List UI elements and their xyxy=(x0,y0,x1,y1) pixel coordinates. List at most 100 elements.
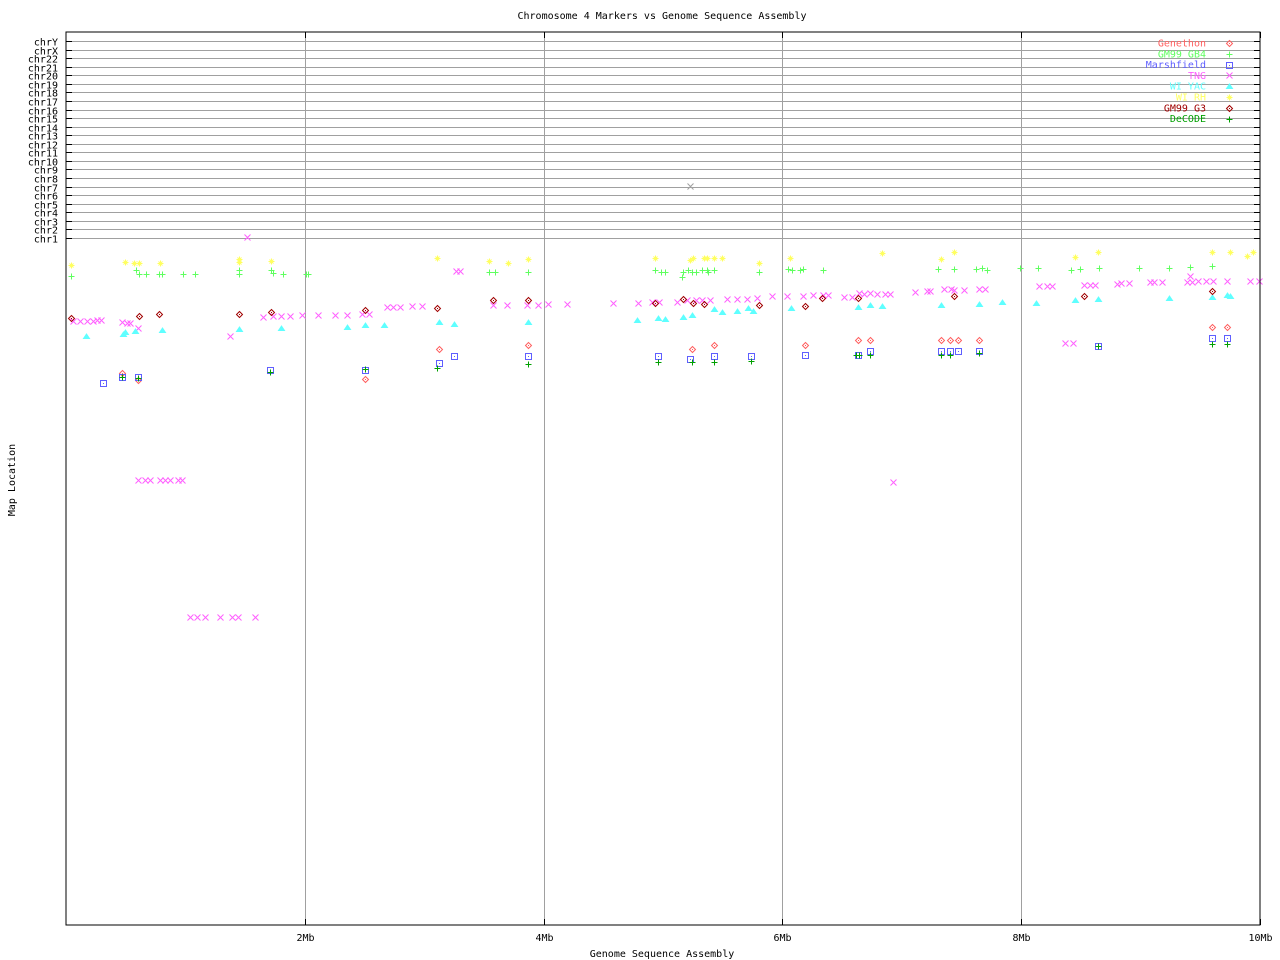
legend-label: TNG xyxy=(1188,71,1206,82)
data-point xyxy=(135,312,144,321)
data-point xyxy=(710,306,719,312)
data-point xyxy=(1072,254,1079,261)
data-point xyxy=(159,271,166,278)
data-point xyxy=(1114,281,1121,288)
data-point xyxy=(227,333,234,340)
data-point xyxy=(882,291,889,298)
data-point xyxy=(1226,293,1235,299)
data-point xyxy=(800,293,807,300)
data-point xyxy=(635,300,642,307)
y-tick-label: chr4 xyxy=(34,209,58,220)
data-point xyxy=(1189,279,1196,286)
data-point xyxy=(68,262,75,269)
data-point xyxy=(718,309,727,315)
data-point xyxy=(119,374,126,381)
series-marshfield xyxy=(100,335,1231,387)
data-point xyxy=(361,375,370,384)
data-point xyxy=(409,303,416,310)
x-tick-label: 6Mb xyxy=(773,933,791,944)
data-point xyxy=(1077,266,1084,273)
data-point xyxy=(1195,278,1202,285)
data-point xyxy=(951,249,958,256)
legend-label: WI RH xyxy=(1176,93,1206,104)
data-point xyxy=(332,312,339,319)
data-point xyxy=(866,302,875,308)
axis-ticks: chrYchrXchr22chr21chr20chr19chr18chr17ch… xyxy=(28,32,1273,944)
data-point xyxy=(651,299,660,308)
data-point xyxy=(856,352,863,359)
data-point xyxy=(142,477,149,484)
data-point xyxy=(820,292,827,299)
data-point xyxy=(733,308,742,314)
data-point xyxy=(1032,300,1041,306)
data-point xyxy=(77,318,84,325)
data-point xyxy=(976,286,983,293)
data-point xyxy=(820,267,827,274)
data-point xyxy=(535,302,542,309)
data-point xyxy=(202,614,209,621)
data-point xyxy=(1159,279,1166,286)
data-point xyxy=(785,266,792,273)
data-point xyxy=(315,312,322,319)
data-point xyxy=(690,255,697,262)
data-point xyxy=(1187,273,1194,280)
data-point xyxy=(287,313,294,320)
data-point xyxy=(973,266,980,273)
data-point xyxy=(267,308,276,317)
data-point xyxy=(874,291,881,298)
data-point xyxy=(84,318,91,325)
data-point xyxy=(235,310,244,319)
data-point xyxy=(1227,249,1234,256)
x-tick-label: 10Mb xyxy=(1248,933,1272,944)
data-point xyxy=(179,477,186,484)
data-point xyxy=(435,319,444,325)
data-point xyxy=(457,268,464,275)
data-point xyxy=(1210,278,1217,285)
data-point xyxy=(937,302,946,308)
data-point xyxy=(564,301,571,308)
series-gm99-g3 xyxy=(67,287,1217,323)
data-point xyxy=(661,316,670,322)
data-point xyxy=(1068,267,1075,274)
legend-marker xyxy=(1225,104,1234,113)
data-point xyxy=(131,260,138,267)
data-point xyxy=(789,267,796,274)
data-point xyxy=(124,320,131,327)
data-point xyxy=(235,326,244,332)
data-point xyxy=(236,271,243,278)
data-point xyxy=(268,258,275,265)
series-gm99-gb4 xyxy=(68,263,1216,281)
data-point xyxy=(267,369,274,376)
x-axis-label: Genome Sequence Assembly xyxy=(590,949,735,960)
data-point xyxy=(545,301,552,308)
data-point xyxy=(280,271,287,278)
data-point xyxy=(867,352,874,359)
data-point xyxy=(450,321,459,327)
data-point xyxy=(649,299,656,306)
data-point xyxy=(489,296,498,305)
data-point xyxy=(1223,323,1232,332)
data-point xyxy=(1035,265,1042,272)
data-point xyxy=(235,614,242,621)
data-point xyxy=(961,287,968,294)
data-point xyxy=(748,358,755,365)
legend-label: Genethon xyxy=(1158,39,1206,50)
data-point xyxy=(689,299,698,308)
data-point xyxy=(1203,278,1210,285)
data-point xyxy=(1165,295,1174,301)
data-point xyxy=(998,299,1007,305)
data-point xyxy=(1070,340,1077,347)
data-point xyxy=(147,477,154,484)
data-point xyxy=(950,292,959,301)
data-point xyxy=(825,292,832,299)
data-point xyxy=(192,271,199,278)
data-point xyxy=(1092,282,1099,289)
data-point xyxy=(679,314,688,320)
data-point xyxy=(674,299,681,306)
data-point xyxy=(1209,341,1216,348)
legend-marker xyxy=(1226,62,1233,69)
series-wi-yac xyxy=(82,292,1235,339)
data-point xyxy=(1151,279,1158,286)
data-point xyxy=(217,614,224,621)
data-point xyxy=(1094,296,1103,302)
